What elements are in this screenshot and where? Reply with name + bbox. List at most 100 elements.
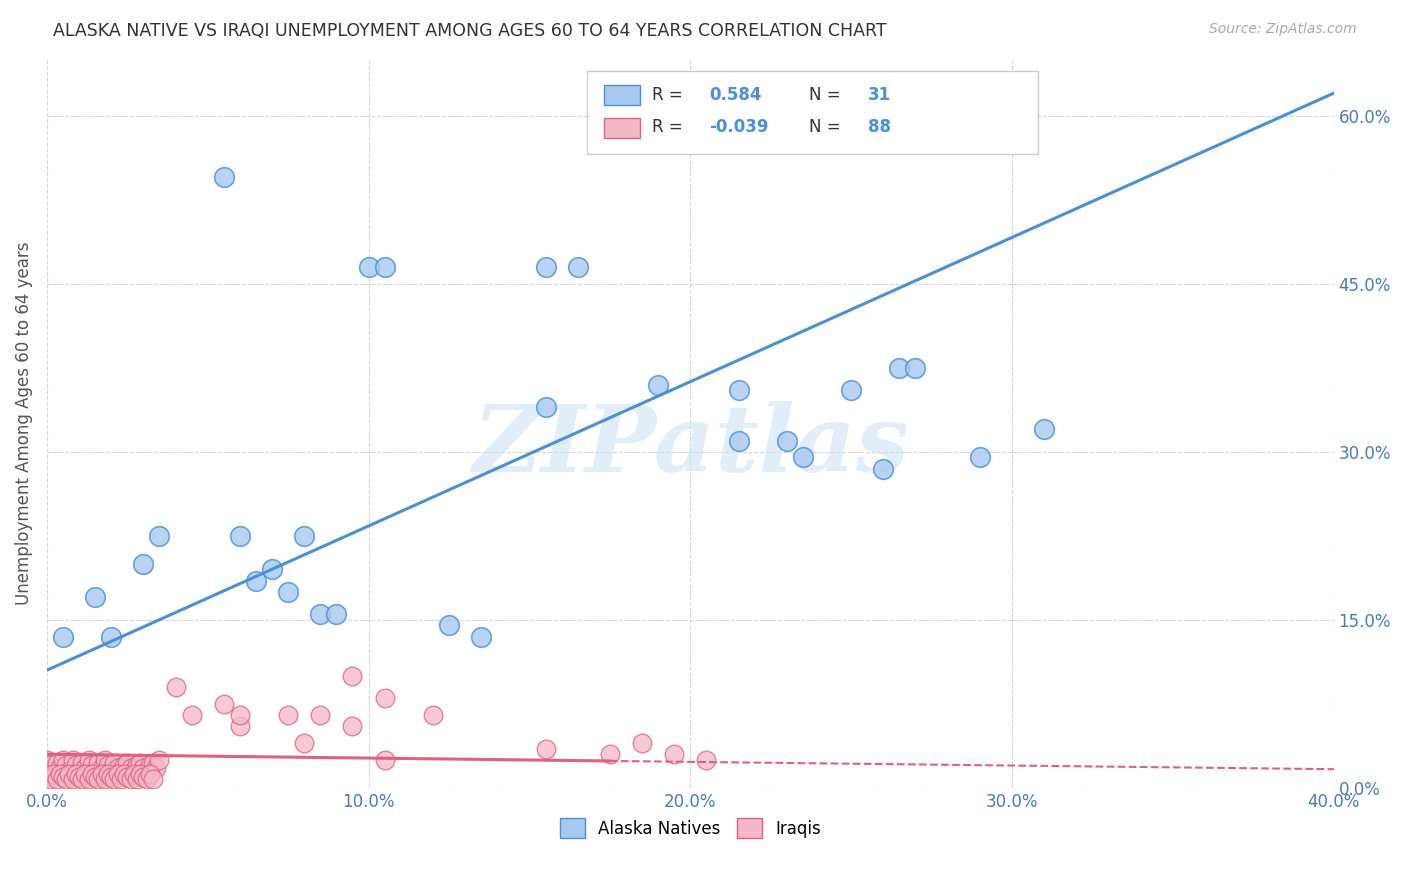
Point — [112, 758, 135, 772]
Point — [422, 708, 444, 723]
Point — [77, 772, 100, 786]
Point — [374, 753, 396, 767]
Point — [52, 770, 75, 784]
Point — [792, 450, 814, 465]
Point — [180, 708, 202, 723]
Point — [470, 630, 492, 644]
Point — [148, 529, 170, 543]
Point — [122, 764, 145, 778]
Point — [534, 741, 557, 756]
Point — [132, 761, 155, 775]
Text: ALASKA NATIVE VS IRAQI UNEMPLOYMENT AMONG AGES 60 TO 64 YEARS CORRELATION CHART: ALASKA NATIVE VS IRAQI UNEMPLOYMENT AMON… — [53, 22, 887, 40]
Text: R =: R = — [651, 86, 688, 103]
Point — [647, 377, 669, 392]
Point — [100, 764, 122, 778]
Text: Source: ZipAtlas.com: Source: ZipAtlas.com — [1209, 22, 1357, 37]
Text: R =: R = — [651, 119, 688, 136]
Point — [664, 747, 686, 762]
Point — [90, 761, 112, 775]
Point — [229, 529, 252, 543]
Point — [229, 708, 252, 723]
Point — [42, 767, 65, 781]
Point — [374, 260, 396, 274]
Y-axis label: Unemployment Among Ages 60 to 64 years: Unemployment Among Ages 60 to 64 years — [15, 242, 32, 606]
Point — [599, 747, 621, 762]
Text: 0.584: 0.584 — [710, 86, 762, 103]
Point — [110, 772, 132, 786]
FancyBboxPatch shape — [605, 85, 640, 105]
Point — [103, 772, 125, 786]
Point — [142, 772, 165, 786]
Point — [872, 461, 894, 475]
Point — [112, 767, 135, 781]
Point — [534, 400, 557, 414]
Point — [72, 772, 94, 786]
Point — [107, 767, 129, 781]
Point — [125, 758, 148, 772]
Point — [292, 736, 315, 750]
Point — [84, 770, 107, 784]
Point — [229, 719, 252, 733]
Point — [129, 756, 152, 771]
Point — [94, 772, 117, 786]
Point — [132, 770, 155, 784]
Point — [889, 360, 911, 375]
Point — [1033, 422, 1056, 436]
Point — [67, 764, 90, 778]
Point — [129, 767, 152, 781]
Point — [90, 767, 112, 781]
Point — [39, 772, 62, 786]
Point — [55, 758, 77, 772]
Point — [120, 772, 142, 786]
Point — [727, 434, 749, 448]
Point — [107, 761, 129, 775]
Point — [87, 756, 110, 771]
Point — [122, 767, 145, 781]
Point — [110, 764, 132, 778]
Point — [65, 758, 87, 772]
Point — [94, 753, 117, 767]
Point — [969, 450, 991, 465]
Point — [325, 607, 347, 622]
FancyBboxPatch shape — [588, 70, 1038, 154]
Text: -0.039: -0.039 — [710, 119, 769, 136]
Legend: Alaska Natives, Iraqis: Alaska Natives, Iraqis — [553, 812, 828, 845]
Point — [49, 761, 72, 775]
Point — [45, 772, 67, 786]
Point — [117, 756, 139, 771]
Point — [87, 772, 110, 786]
Point — [67, 770, 90, 784]
Point — [695, 753, 717, 767]
Point — [80, 758, 103, 772]
Point — [839, 383, 862, 397]
Point — [631, 736, 654, 750]
Point — [534, 260, 557, 274]
Point — [212, 170, 235, 185]
Point — [132, 557, 155, 571]
Point — [437, 618, 460, 632]
Point — [165, 680, 187, 694]
Point — [776, 434, 799, 448]
Point — [292, 529, 315, 543]
Point — [245, 574, 267, 588]
Point — [97, 758, 120, 772]
Point — [35, 770, 58, 784]
Point — [142, 756, 165, 771]
Point — [52, 630, 75, 644]
Point — [42, 764, 65, 778]
Text: N =: N = — [808, 86, 845, 103]
Point — [100, 770, 122, 784]
Point — [342, 669, 364, 683]
Point — [139, 758, 162, 772]
Point — [55, 772, 77, 786]
Point — [309, 607, 332, 622]
Point — [342, 719, 364, 733]
Point — [97, 767, 120, 781]
Point — [727, 383, 749, 397]
Text: ZIPatlas: ZIPatlas — [472, 401, 908, 491]
Point — [84, 591, 107, 605]
FancyBboxPatch shape — [605, 118, 640, 138]
Point — [100, 630, 122, 644]
Point — [567, 260, 589, 274]
Text: N =: N = — [808, 119, 845, 136]
